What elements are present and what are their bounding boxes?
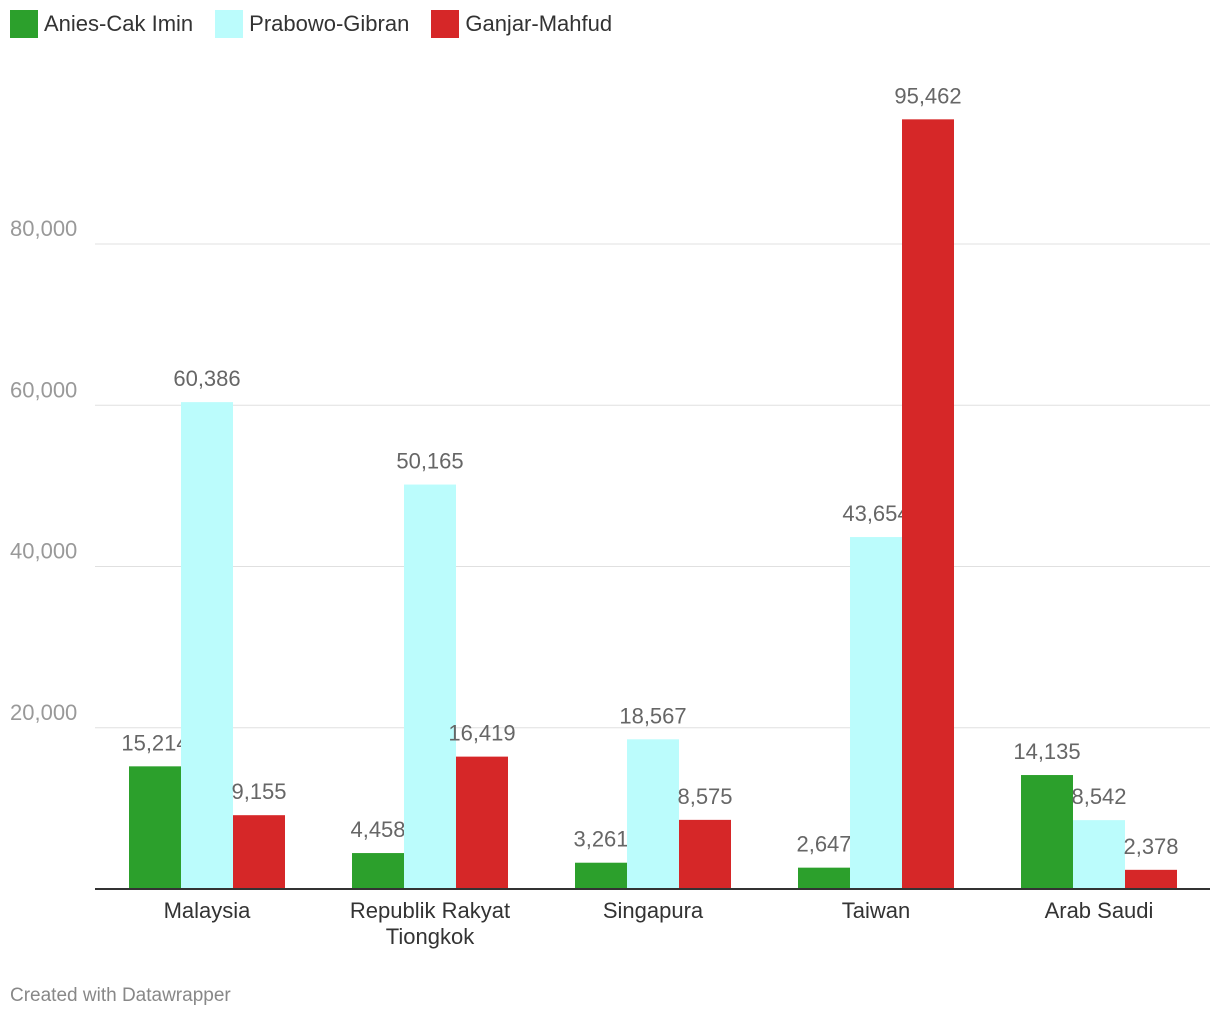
bar-chart: 20,000 40,000 60,000 80,000 15,214 4,458 3,261… <box>10 83 1210 949</box>
x-tick-label-0-0: Malaysia <box>164 898 252 923</box>
bar-2-1 <box>456 756 508 889</box>
legend-item-anies: Anies-Cak Imin <box>10 10 193 38</box>
value-label-2-2: 8,575 <box>677 784 732 809</box>
legend-item-ganjar: Ganjar-Mahfud <box>431 10 612 38</box>
legend-label-prabowo: Prabowo-Gibran <box>249 11 410 36</box>
value-label-2-3: 95,462 <box>894 83 961 108</box>
y-tick-label-60000: 60,000 <box>10 377 77 402</box>
value-label-1-0: 60,386 <box>173 366 240 391</box>
value-label-1-2: 18,567 <box>619 703 686 728</box>
footer-credit: Created with Datawrapper <box>10 985 231 1006</box>
value-label-2-1: 16,419 <box>448 721 515 746</box>
value-label-1-1: 50,165 <box>396 449 463 474</box>
value-label-0-0: 15,214 <box>121 730 188 755</box>
value-label-2-4: 2,378 <box>1123 834 1178 859</box>
bar-2-4 <box>1125 869 1177 889</box>
value-label-0-3: 2,647 <box>796 832 851 857</box>
legend-label-ganjar: Ganjar-Mahfud <box>465 11 613 36</box>
x-tick-label-1-0: Republik Rakyat <box>350 898 510 923</box>
legend-item-prabowo: Prabowo-Gibran <box>215 10 409 38</box>
bar-0-2 <box>575 862 627 889</box>
bar-2-0 <box>233 815 285 889</box>
value-label-0-2: 3,261 <box>573 827 628 852</box>
bar-1-2 <box>627 739 679 889</box>
bar-0-4 <box>1021 775 1073 889</box>
legend-swatch-prabowo <box>215 10 244 38</box>
y-tick-label-40000: 40,000 <box>10 539 77 564</box>
x-tick-label-4-0: Arab Saudi <box>1045 898 1154 923</box>
legend-label-anies: Anies-Cak Imin <box>44 11 194 36</box>
bar-0-1 <box>352 853 404 889</box>
value-label-1-4: 8,542 <box>1071 784 1126 809</box>
bar-0-0 <box>129 766 181 889</box>
value-label-1-3: 43,654 <box>842 501 909 526</box>
legend-swatch-ganjar <box>431 10 460 38</box>
bar-1-3 <box>850 537 902 889</box>
bar-0-3 <box>798 867 850 889</box>
x-tick-label-3-0: Taiwan <box>842 898 910 923</box>
value-label-2-0: 9,155 <box>231 779 286 804</box>
legend: Anies-Cak Imin Prabowo-Gibran Ganjar-Mah… <box>10 10 634 38</box>
legend-swatch-anies <box>10 10 38 38</box>
y-tick-label-80000: 80,000 <box>10 216 77 241</box>
bar-1-0 <box>181 402 233 889</box>
value-label-0-4: 14,135 <box>1013 739 1080 764</box>
y-tick-label-20000: 20,000 <box>10 700 77 725</box>
x-tick-label-1-1: Tiongkok <box>386 924 475 949</box>
bar-2-2 <box>679 819 731 889</box>
value-label-0-1: 4,458 <box>350 817 405 842</box>
bar-1-1 <box>404 484 456 889</box>
bar-2-3 <box>902 119 954 889</box>
bar-1-4 <box>1073 820 1125 889</box>
x-tick-label-2-0: Singapura <box>603 898 704 923</box>
